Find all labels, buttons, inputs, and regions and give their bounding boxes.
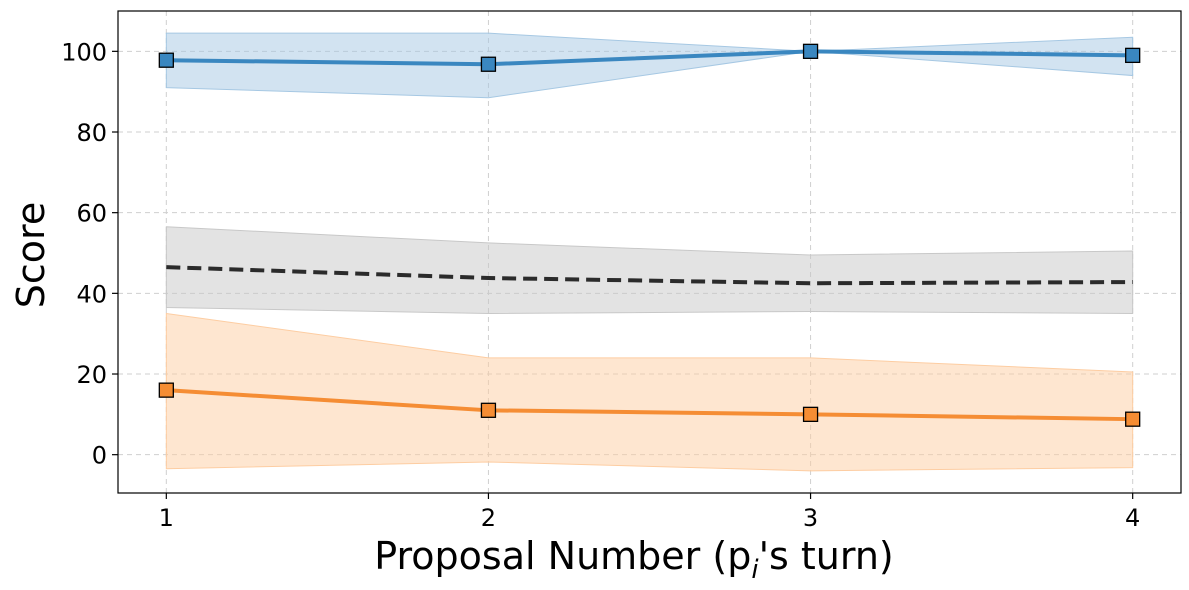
- band-layer: [165, 32, 1134, 472]
- y-tick-label: 20: [76, 361, 107, 389]
- data-point-top: [158, 52, 174, 68]
- x-tick-label: 2: [481, 504, 496, 532]
- series-line-bottom: [166, 388, 1133, 422]
- series-line-middle: [166, 265, 1133, 286]
- y-tick-label: 0: [92, 442, 107, 470]
- y-tick-label: 100: [61, 38, 107, 66]
- marker-layer: [158, 43, 1141, 427]
- plot-frame: [117, 10, 1182, 494]
- data-point-top: [1125, 47, 1141, 64]
- x-tick-label: 4: [1125, 504, 1140, 532]
- band-middle: [165, 226, 1134, 315]
- data-point-top: [802, 43, 819, 59]
- series-line-top: [166, 49, 1133, 67]
- y-tick-label: 80: [76, 119, 107, 147]
- y-axis-label: Score: [9, 202, 53, 308]
- data-point-bottom: [480, 402, 497, 418]
- x-tick-label: 3: [803, 504, 818, 532]
- line-layer: [166, 49, 1133, 422]
- y-tick-label: 60: [76, 200, 107, 228]
- data-point-bottom: [1125, 411, 1141, 427]
- x-axis-label-tail: 's turn): [759, 534, 894, 578]
- y-tick-label: 40: [76, 280, 107, 308]
- data-point-bottom: [802, 406, 819, 422]
- x-tick-label: 1: [159, 504, 174, 532]
- data-point-top: [480, 56, 497, 72]
- x-axis-label: Proposal Number (pi's turn): [374, 534, 893, 585]
- band-top: [165, 32, 1134, 99]
- x-axis-label-main: Proposal Number (p: [374, 534, 751, 578]
- band-bottom: [165, 312, 1134, 472]
- x-axis-label-subscript: i: [751, 555, 759, 585]
- data-point-bottom: [158, 382, 174, 398]
